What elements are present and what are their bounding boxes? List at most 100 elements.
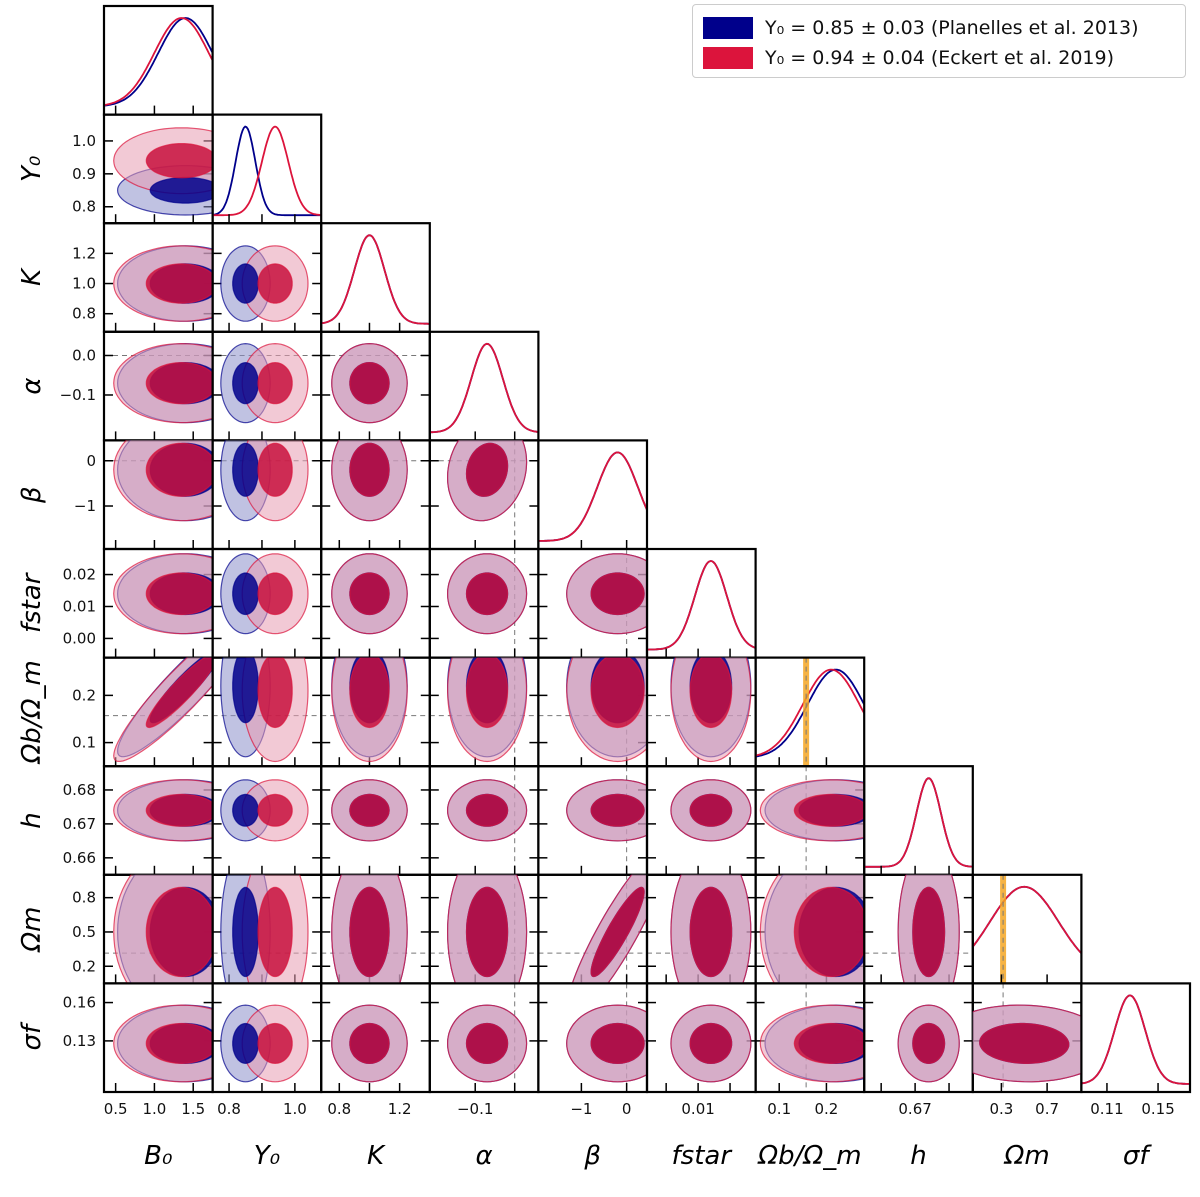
ytick-label: 0 (86, 452, 96, 470)
contour-68-Eckert-fstar-alpha (465, 572, 509, 616)
marginal-Eckert-beta (538, 451, 648, 542)
y-axis-Omega_b/Omega_m: 0.1 0.2 Ωb/Ω_m (17, 660, 96, 764)
legend-label-planelles: Y₀ = 0.85 ± 0.03 (Planelles et al. 2013) (765, 17, 1139, 39)
marginal-Planelles-Y0 (212, 125, 322, 217)
contour-68-Eckert-Omega_m-h (912, 886, 946, 978)
ytick-label: 0.2 (72, 686, 96, 704)
ytick-label: −1 (74, 497, 96, 515)
ytick-label: 0.2 (72, 957, 96, 975)
marginal-Eckert-K (321, 234, 430, 325)
contour-68-Eckert-Omega_m-Omega_b/Omega_m (793, 886, 865, 978)
contour-68-Eckert-Omega_m-beta (590, 886, 645, 978)
contour-68-Eckert-Omega_m-B0 (145, 886, 213, 978)
contour-68-Eckert-sigma_f-Y0 (257, 1022, 293, 1065)
contour-68-Eckert-Omega_m-alpha (465, 886, 509, 978)
xlabel-sigma_f: σf (1123, 1141, 1152, 1171)
xtick-label: −0.1 (457, 1100, 493, 1118)
ylabel-K: K (17, 267, 47, 286)
marginal-Planelles-sigma_f (1081, 994, 1191, 1085)
ytick-label: −0.1 (60, 386, 96, 404)
marginal-Planelles-B0 (104, 17, 213, 107)
contour-68-Eckert-sigma_f-B0 (145, 1022, 213, 1065)
y-axis-alpha: −0.1 0.0 α (17, 346, 96, 403)
ylabel-Omega_m: Ωm (17, 906, 47, 952)
ytick-label: 0.00 (63, 629, 96, 647)
contour-68-Eckert-Omega_m-K (349, 886, 390, 978)
ytick-label: 0.66 (63, 849, 96, 867)
marginal-Eckert-sigma_f (1081, 994, 1191, 1085)
legend-item-planelles: Y₀ = 0.85 ± 0.03 (Planelles et al. 2013) (703, 15, 1139, 41)
contour-68-Eckert-h-alpha (465, 793, 509, 827)
panel-sigma_f-sigma_f (1080, 982, 1192, 1094)
ylabel-beta: β (17, 486, 47, 504)
marginal-Eckert-B0 (104, 17, 213, 106)
panel-beta-beta (537, 439, 649, 551)
contour-68-Eckert-Omega_b/Omega_m-beta (590, 657, 645, 729)
contour-68-Eckert-Omega_b/Omega_m-alpha (465, 657, 509, 729)
xlabel-Omega_m: Ωm (1003, 1141, 1049, 1171)
ylabel-Omega_b/Omega_m: Ωb/Ω_m (17, 660, 47, 764)
ytick-label: 0.68 (63, 781, 96, 799)
x-axis-h: 0.67 h (898, 1100, 931, 1171)
panel-frame (102, 4, 214, 116)
contour-68-Planelles-K-Y0 (232, 263, 259, 304)
x-axis-Y0: 0.8 1.0 Y₀ (217, 1100, 307, 1171)
marginal-Eckert-h (864, 777, 973, 868)
legend-label-eckert: Y₀ = 0.94 ± 0.04 (Eckert et al. 2019) (765, 47, 1114, 69)
contour-68-Planelles-Omega_b/Omega_m-Y0 (232, 657, 259, 724)
contour-68-Planelles-beta-Y0 (232, 442, 259, 497)
panel-frame (537, 439, 649, 551)
xlabel-Y0: Y₀ (254, 1141, 281, 1171)
contour-68-Eckert-fstar-Y0 (257, 572, 293, 616)
contour-68-Eckert-sigma_f-beta (590, 1022, 645, 1065)
panel-frame (754, 656, 866, 768)
y-axis-Omega_m: 0.2 0.5 0.8 Ωm (17, 889, 96, 976)
contour-68-Eckert-alpha-K (349, 361, 390, 405)
xtick-label: −1 (570, 1100, 592, 1118)
panel-frame (863, 765, 974, 876)
panel-Omega_b/Omega_m-Omega_b/Omega_m (754, 656, 866, 768)
contour-68-Eckert-alpha-Y0 (257, 361, 293, 405)
xlabel-fstar: fstar (672, 1141, 734, 1171)
ylabel-h: h (17, 812, 47, 828)
legend-swatch-eckert (703, 47, 753, 69)
y-axis-sigma_f: 0.13 0.16 σf (17, 994, 96, 1051)
contour-68-Eckert-sigma_f-h (912, 1022, 946, 1065)
panel-frame (971, 873, 1083, 985)
xtick-label: 1.0 (283, 1100, 307, 1118)
marginal-Eckert-Omega_b/Omega_m (755, 668, 865, 757)
panel-B0-B0 (102, 4, 214, 116)
ytick-label: 0.8 (72, 889, 96, 907)
contour-68-Planelles-h-Y0 (232, 793, 259, 827)
y-axis-Y0: 0.8 0.9 1.0 Y₀ (17, 132, 96, 216)
contour-68-Eckert-beta-K (349, 442, 390, 497)
marginal-Planelles-Omega_b/Omega_m (755, 668, 865, 758)
panel-alpha-alpha (428, 330, 540, 442)
marginal-Planelles-Omega_m (972, 885, 1082, 954)
panel-frame (1080, 982, 1192, 1094)
ylabel-fstar: fstar (17, 571, 47, 633)
contour-68-Eckert-fstar-B0 (145, 572, 213, 616)
panel-fstar-fstar (645, 547, 757, 659)
x-axis-B0: 0.5 1.0 1.5 B₀ (104, 1100, 205, 1171)
contour-68-Planelles-sigma_f-Y0 (232, 1022, 259, 1065)
contour-68-Eckert-sigma_f-K (349, 1022, 390, 1065)
contour-68-Planelles-Y0-B0 (149, 176, 213, 204)
ytick-label: 0.01 (63, 597, 96, 615)
contour-68-Eckert-Omega_b/Omega_m-B0 (145, 657, 213, 729)
marginal-Eckert-alpha (429, 342, 539, 434)
marginal-Eckert-Y0 (212, 125, 322, 217)
ylabel-alpha: α (17, 378, 47, 395)
xtick-label: 0.8 (217, 1100, 241, 1118)
ytick-label: 0.5 (72, 923, 96, 941)
contour-68-Eckert-Omega_b/Omega_m-Y0 (257, 657, 293, 729)
xtick-label: 0 (622, 1100, 632, 1118)
x-axis-fstar: 0.01 fstar (672, 1100, 734, 1171)
ytick-label: 1.0 (72, 132, 96, 150)
contour-68-Eckert-sigma_f-fstar (689, 1022, 733, 1065)
xlabel-Omega_b/Omega_m: Ωb/Ω_m (757, 1141, 861, 1171)
marginal-Planelles-h (864, 777, 973, 868)
contour-68-Eckert-h-Omega_b/Omega_m (793, 793, 865, 827)
panel-h-h (863, 765, 974, 876)
